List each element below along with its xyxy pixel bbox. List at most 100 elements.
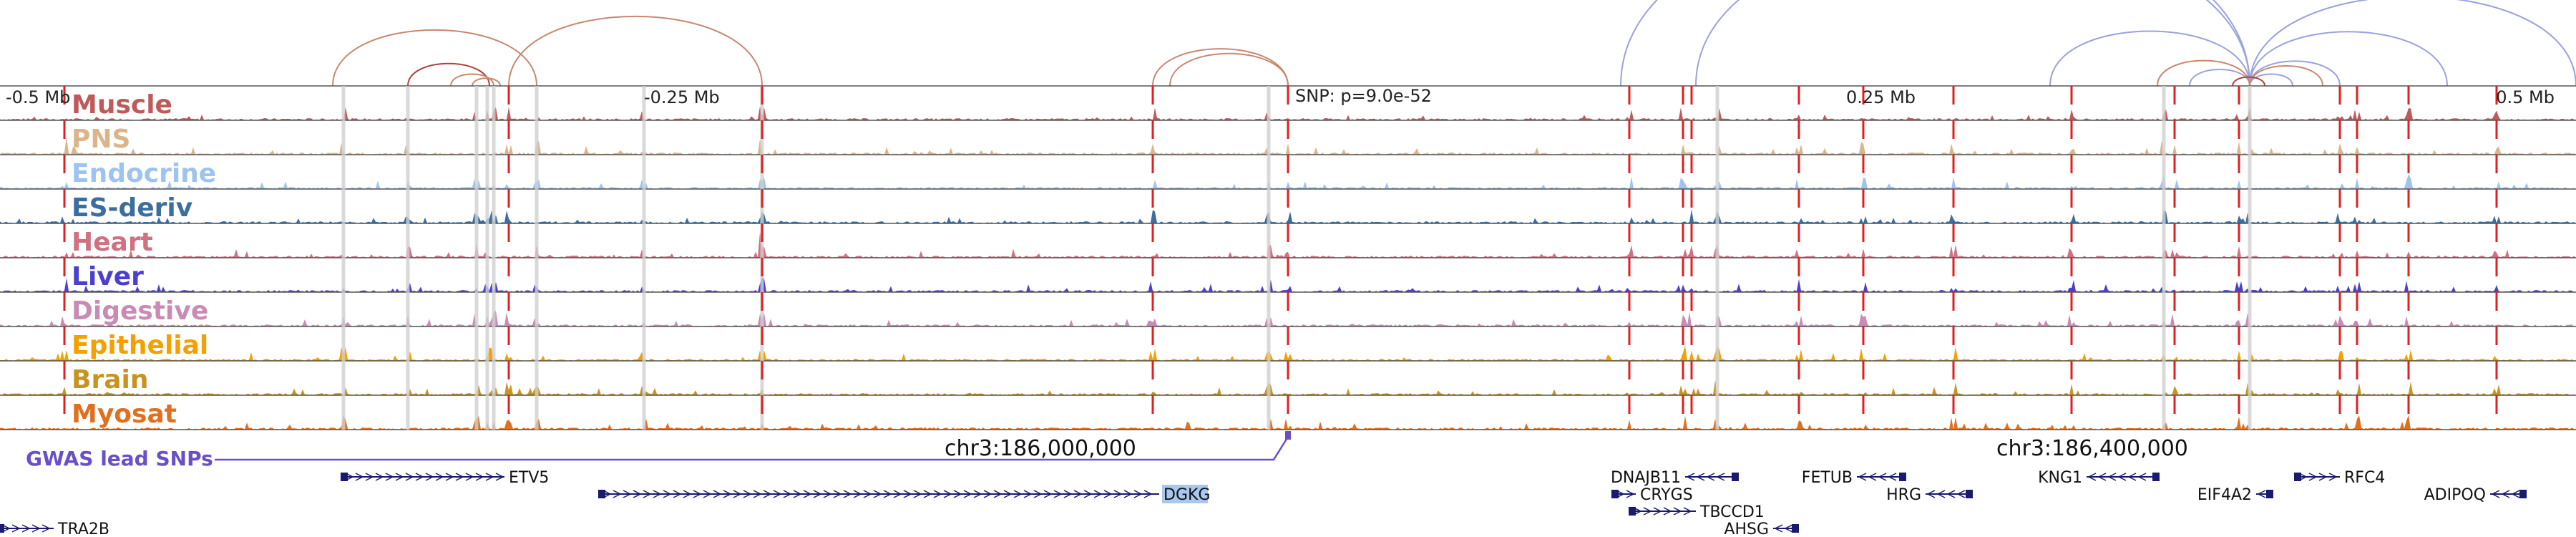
strand-arrow [1683, 507, 1692, 516]
strand-arrow [623, 490, 632, 498]
strand-arrow [713, 490, 722, 498]
strand-arrow [385, 473, 394, 481]
gene-tss [1899, 473, 1906, 481]
strand-arrow [1696, 473, 1705, 481]
strand-arrow [923, 490, 932, 498]
interaction-arc [2249, 73, 2293, 87]
interaction-arc [1620, 0, 2250, 87]
gene-label-ahsg: AHSG [1724, 521, 1769, 537]
strand-arrow [2308, 473, 2318, 481]
gene-tss [1611, 490, 1619, 498]
strand-arrow [943, 490, 952, 498]
strand-arrow [1716, 473, 1725, 481]
strand-arrow [395, 473, 404, 481]
strand-arrow [1143, 490, 1153, 498]
strand-arrow [883, 490, 892, 498]
strand-arrow [693, 490, 702, 498]
track-signal-digestive [0, 311, 2576, 326]
gwas-connector [215, 436, 1289, 461]
interaction-arc [508, 16, 763, 87]
strand-arrow [1663, 507, 1672, 516]
interaction-arc [450, 73, 494, 87]
gene-label-hrg: HRG [1886, 486, 1921, 504]
strand-arrow [843, 490, 852, 498]
gene-tss [1792, 524, 1799, 533]
strand-arrow [863, 490, 872, 498]
strand-arrow [633, 490, 642, 498]
strand-arrow [993, 490, 1002, 498]
strand-arrow [355, 473, 364, 481]
gwas-lead-snps-label: GWAS lead SNPs [26, 447, 213, 470]
interaction-arc [472, 77, 501, 87]
strand-arrow [1033, 490, 1043, 498]
strand-arrow [1673, 507, 1682, 516]
strand-arrow [1633, 507, 1642, 516]
gene-label-etv5: ETV5 [509, 469, 549, 487]
strand-arrow [1653, 507, 1662, 516]
strand-arrow [753, 490, 762, 498]
strand-arrow [873, 490, 882, 498]
strand-arrow [2257, 490, 2266, 498]
strand-arrow [793, 490, 802, 498]
strand-arrow [1013, 490, 1023, 498]
track-label-brain: Brain [72, 365, 148, 395]
gene-tss [2152, 473, 2160, 481]
strand-arrow [803, 490, 812, 498]
strand-arrow [813, 490, 822, 498]
strand-arrow [1706, 473, 1715, 481]
gwas-snp-marker [1285, 431, 1291, 440]
interaction-arc [332, 29, 537, 87]
gene-label-tra2b: TRA2B [57, 521, 109, 537]
track-signal-myosat [0, 415, 2576, 430]
track-label-endocrine: Endocrine [72, 159, 216, 188]
strand-arrow [1956, 490, 1966, 498]
gwas-track: GWAS lead SNPs [26, 431, 1291, 470]
strand-arrow [2298, 473, 2308, 481]
strand-arrow [1888, 473, 1897, 481]
interaction-arc [2249, 31, 2448, 87]
strand-arrow [1103, 490, 1113, 498]
strand-arrow [1858, 473, 1867, 481]
gene-label-tbccd1: TBCCD1 [1699, 503, 1765, 521]
strand-arrow [663, 490, 672, 498]
interaction-arc [2232, 76, 2265, 87]
track-signal-endocrine [0, 174, 2576, 189]
strand-arrow [485, 473, 494, 481]
gene-label-fetub: FETUB [1802, 469, 1853, 487]
track-signal-brain [0, 380, 2576, 395]
interaction-arc [2157, 59, 2250, 87]
strand-arrow [1053, 490, 1063, 498]
strand-arrow [1113, 490, 1123, 498]
snp-label: SNP: p=9.0e-52 [1295, 86, 1432, 106]
interaction-arc [2049, 30, 2250, 87]
strand-arrow [2127, 473, 2137, 481]
strand-arrow [2117, 473, 2127, 481]
strand-arrow [973, 490, 982, 498]
strand-arrow [933, 490, 942, 498]
strand-arrow [1023, 490, 1033, 498]
strand-arrow [2107, 473, 2117, 481]
strand-arrow [2511, 490, 2520, 498]
strand-arrow [2087, 473, 2097, 481]
strand-arrow [1083, 490, 1093, 498]
strand-arrow [1003, 490, 1013, 498]
gene-tss [2266, 490, 2273, 498]
gene-tss [2519, 490, 2527, 498]
gene-tss [1732, 473, 1739, 481]
track-label-muscle: Muscle [72, 90, 172, 120]
strand-arrow [763, 490, 772, 498]
track-label-digestive: Digestive [72, 296, 208, 326]
strand-arrow [425, 473, 434, 481]
strand-arrow [21, 524, 31, 533]
strand-arrow [2137, 473, 2147, 481]
axis-tick-label: -0.5 Mb [6, 87, 70, 107]
strand-arrow [903, 490, 912, 498]
strand-arrow [733, 490, 742, 498]
strand-arrow [1946, 490, 1956, 498]
gene-tss [2294, 473, 2301, 481]
track-signal-muscle [0, 106, 2576, 120]
strand-arrow [11, 524, 21, 533]
strand-arrow [2501, 490, 2510, 498]
strand-arrow [1643, 507, 1652, 516]
